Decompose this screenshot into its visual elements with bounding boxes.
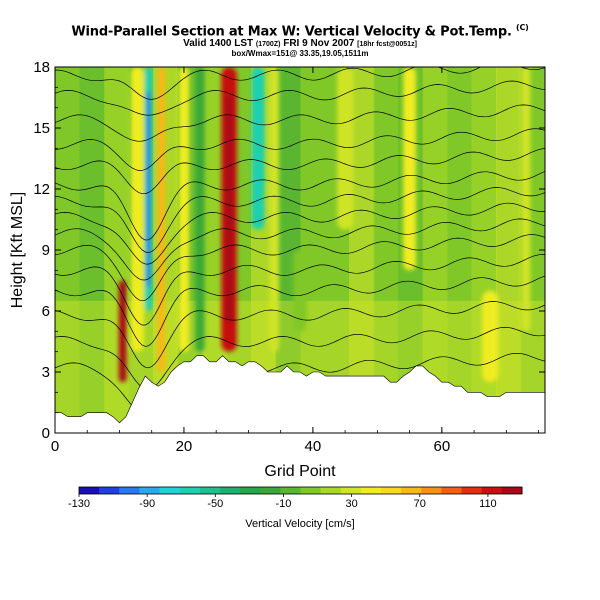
valid-date: FRI 9 Nov 2007: [283, 38, 355, 50]
chart-title: Wind-Parallel Section at Max W: Vertical…: [0, 20, 600, 39]
colorbar-swatch: [179, 487, 201, 494]
title-block: Wind-Parallel Section at Max W: Vertical…: [0, 20, 600, 58]
colorbar-tick-label: 30: [345, 498, 357, 510]
colorbar-tick-label: -50: [207, 498, 223, 510]
valid-time-line: Valid 1400 LST (1700Z) FRI 9 Nov 2007 [1…: [0, 39, 600, 50]
velocity-cell: [337, 67, 354, 230]
field-band: [447, 67, 473, 433]
colorbar-swatch: [421, 487, 442, 494]
y-tick-label: 15: [33, 120, 50, 137]
colorbar-swatch: [219, 487, 241, 494]
colorbar-swatch: [300, 487, 322, 494]
velocity-cell: [269, 67, 280, 352]
theta-contour: [55, 67, 545, 100]
x-tick-label: 0: [51, 438, 59, 455]
theta-contour: [55, 275, 545, 347]
theta-contour: [55, 128, 545, 171]
colorbar-swatch: [381, 487, 402, 494]
field-band: [373, 67, 399, 433]
colorbar-tick-label: -10: [276, 498, 292, 510]
theta-contour: [55, 80, 545, 116]
colorbar-swatch: [199, 487, 221, 494]
velocity-cell: [195, 67, 205, 352]
velocity-field: [55, 67, 545, 433]
plot-area: [55, 67, 545, 433]
velocity-cell: [251, 67, 265, 230]
theta-contour: [55, 234, 545, 302]
colorbar-swatch: [501, 487, 523, 494]
theta-contour: [55, 218, 545, 281]
location-line: box/Wmax=151@ 33.35,19.05,1511m: [231, 49, 369, 59]
theta-contour: [55, 187, 545, 253]
x-axis: 0 20 40 60: [51, 67, 539, 455]
velocity-core: [225, 95, 233, 324]
theta-contour: [55, 202, 545, 265]
theta-contour: [55, 254, 545, 326]
colorbar-swatch: [79, 487, 100, 494]
colorbar-label: Vertical Velocity [cm/s]: [245, 518, 354, 530]
velocity-cell: [131, 67, 144, 352]
colorbar-swatch: [481, 487, 503, 494]
velocity-cell: [178, 67, 190, 352]
colorbar-swatch: [260, 487, 281, 494]
colorbar-swatch: [441, 487, 463, 494]
theta-contour: [55, 301, 545, 369]
y-axis: 0 3 6 9 12 15 18: [33, 59, 545, 442]
velocity-core: [146, 91, 151, 287]
x-tick-label: 40: [305, 438, 322, 455]
updraft-cells: [118, 67, 531, 383]
theta-contour: [55, 148, 545, 195]
theta-contour: [55, 171, 545, 241]
colorbar-tick-label: 110: [479, 498, 497, 510]
colorbar-swatch: [159, 487, 181, 494]
velocity-cell: [482, 290, 499, 383]
colorbar-swatch: [280, 487, 301, 494]
colorbar: -130 -90 -50 -10 30 70 110: [68, 486, 523, 510]
y-tick-label: 12: [33, 181, 50, 198]
colorbar-tick-label: -130: [68, 498, 90, 510]
terrain-mask: [55, 355, 545, 433]
y-tick-label: 18: [33, 59, 50, 76]
x-axis-label: Grid Point: [264, 463, 336, 480]
colorbar-swatch: [320, 487, 342, 494]
colorbar-swatch: [119, 487, 140, 494]
valid-utc: (1700Z): [255, 41, 281, 49]
velocity-cell: [520, 67, 531, 332]
colorbar-swatch: [401, 487, 422, 494]
x-tick-label: 60: [433, 438, 450, 455]
velocity-cell: [157, 67, 166, 372]
velocity-cell: [403, 67, 417, 271]
theta-contour: [55, 327, 545, 390]
colorbar-swatch: [461, 487, 483, 494]
y-tick-label: 9: [42, 242, 50, 259]
valid-time: Valid 1400 LST: [183, 38, 254, 50]
colorbar-swatch: [340, 487, 362, 494]
title-tag: (C): [516, 23, 529, 32]
colorbar-swatch: [360, 487, 382, 494]
colorbar-frame: [78, 486, 523, 495]
y-tick-label: 6: [42, 303, 50, 320]
colorbar-swatch: [139, 487, 161, 494]
field-band: [349, 67, 375, 433]
y-tick-label: 3: [42, 364, 50, 381]
theta-contour: [55, 104, 545, 142]
y-axis-label: Height [Kft MSL]: [9, 192, 26, 309]
velocity-core: [120, 290, 125, 372]
colorbar-swatch: [99, 487, 120, 494]
colorbar-tick-label: 70: [414, 498, 426, 510]
x-tick-label: 20: [176, 438, 193, 455]
colorbar-tick-label: -90: [139, 498, 155, 510]
colorbar-swatch: [240, 487, 261, 494]
forecast-info: [18hr fcst@0051z]: [357, 41, 417, 49]
field-band: [496, 67, 522, 433]
y-tick-label: 0: [42, 425, 50, 442]
title-text: Wind-Parallel Section at Max W: Vertical…: [71, 24, 512, 40]
